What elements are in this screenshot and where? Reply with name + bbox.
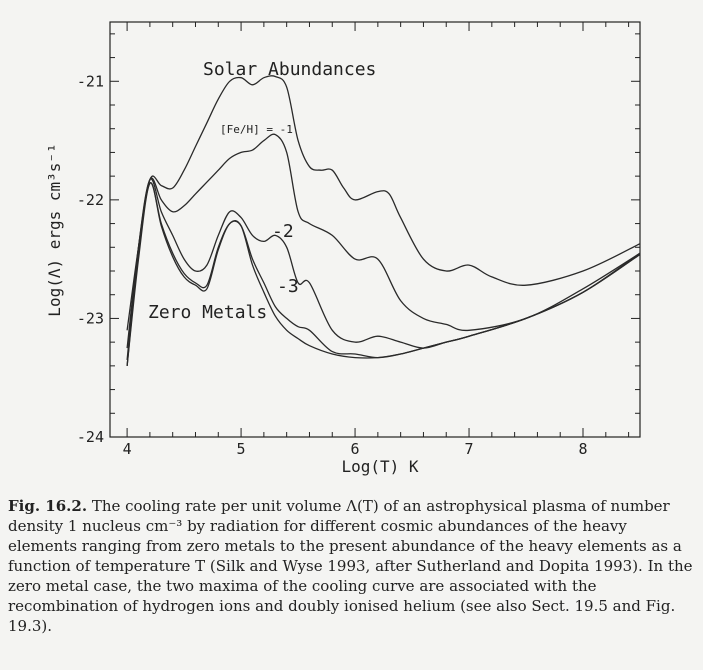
y-tick-label: -23 (77, 309, 104, 327)
x-tick-label: 6 (351, 440, 360, 458)
axis-ticks (110, 22, 640, 438)
cooling-curve-1 (126, 75, 641, 331)
y-tick-label: -24 (77, 428, 104, 446)
y-tick-label: -22 (77, 191, 104, 209)
y-tick-label: -21 (77, 72, 104, 90)
cooling-curves (126, 75, 641, 366)
label-minus-2: -2 (272, 221, 294, 242)
x-tick-label: 7 (465, 440, 474, 458)
cooling-curve-4 (126, 182, 641, 366)
tick-labels: 4 5 6 7 8 -21 -22 -23 -24 (77, 72, 588, 458)
figure-caption: Fig. 16.2. The cooling rate per unit vol… (8, 496, 698, 636)
y-axis-label: Log(Λ) ergs cm³s⁻¹ (45, 143, 64, 316)
cooling-curve-3 (126, 178, 641, 360)
x-tick-label: 8 (578, 440, 587, 458)
x-axis-label: Log(T) K (341, 457, 418, 476)
label-fe-h-minus-1: [Fe/H] = -1 (220, 123, 293, 136)
x-tick-label: 4 (123, 440, 132, 458)
label-minus-3: -3 (277, 276, 299, 297)
caption-text: The cooling rate per unit volume Λ(T) of… (8, 497, 693, 635)
x-tick-label: 5 (237, 440, 246, 458)
figure-number: Fig. 16.2. (8, 497, 88, 515)
cooling-rate-chart: 4 5 6 7 8 -21 -22 -23 -24 Log(T) K Log(Λ) ergs c… (45, 21, 641, 476)
cooling-curve-5 (126, 182, 641, 366)
plot-frame (109, 21, 641, 438)
cooling-curve-2 (126, 133, 641, 349)
label-zero-metals: Zero Metals (148, 302, 267, 323)
label-solar-abundances: Solar Abundances (203, 59, 376, 80)
